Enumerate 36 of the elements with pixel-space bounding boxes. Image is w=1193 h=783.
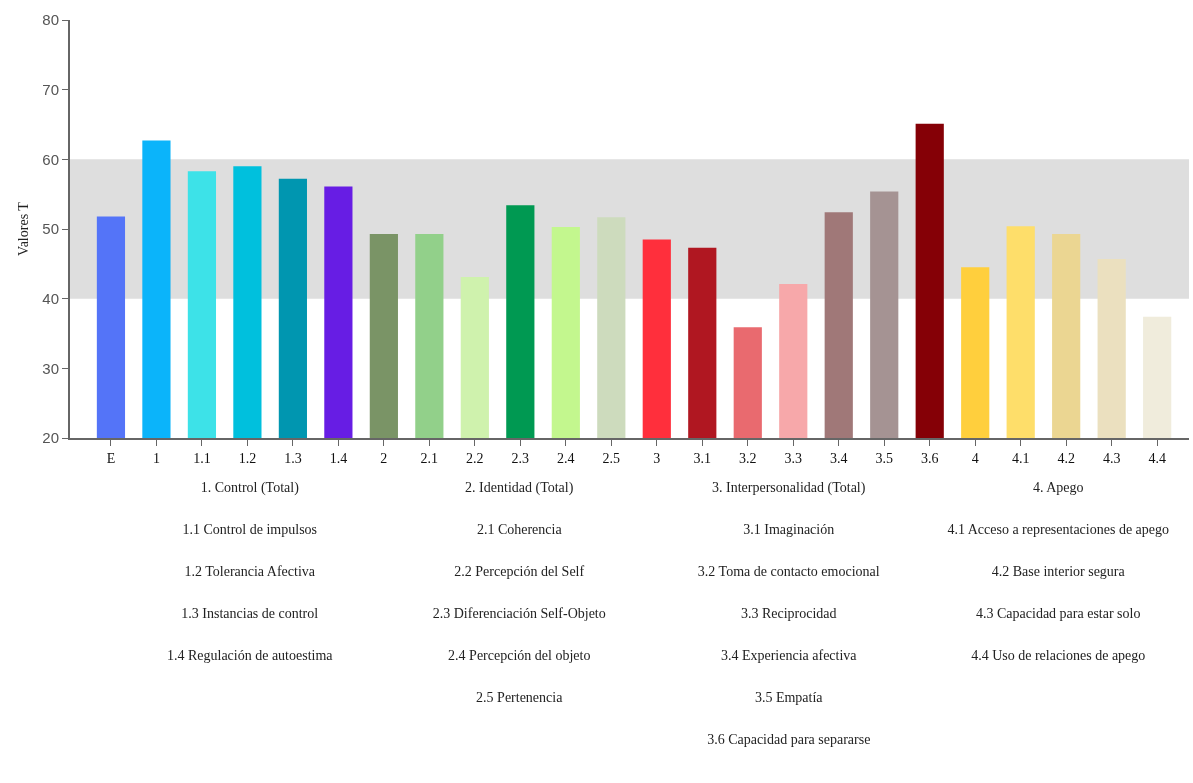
- y-tick-label: 30: [42, 359, 59, 377]
- x-tick-label: 4: [971, 450, 979, 466]
- x-tick-label: 1.1: [193, 450, 211, 466]
- y-tick-label: 40: [42, 289, 59, 307]
- x-tick-label: 4.2: [1057, 450, 1075, 466]
- y-tick-label: 70: [42, 80, 59, 98]
- y-axis-title: Valores T: [16, 201, 32, 256]
- x-tick-label: 2.4: [557, 450, 575, 466]
- y-tick-label: 80: [42, 11, 59, 29]
- y-tick-label: 20: [42, 429, 59, 447]
- x-tick-label: 4.3: [1102, 450, 1121, 466]
- x-tick-label: 3.1: [693, 450, 712, 466]
- x-tick-label: 4.1: [1011, 450, 1030, 466]
- x-tick-label: 4.4: [1148, 450, 1166, 466]
- text: 3. Interpersonalidad (Total) 3.1 Imaginación 3.2 Toma de contacto emocional 3.3 Reciprocidad 3.4 Experiencia afectiva 3.5 Empatía 3.6 Capacidad para separarse: [697, 480, 880, 747]
- text: 1. Control (Total) 1.1 Control de impulsos 1.2 Tolerancia Afectiva 1.3 Instancias de control 1.4 Regulación de autoestima: [166, 480, 333, 663]
- x-tick-label: 1.3: [284, 450, 302, 466]
- x-tick-label: 3.5: [875, 450, 893, 466]
- x-tick-label: 2.3: [511, 450, 530, 466]
- y-tick-label: 50: [42, 220, 59, 238]
- x-tick-label: 2.5: [602, 450, 621, 466]
- x-tick-label: 1.4: [329, 450, 348, 466]
- x-tick-label: 3.2: [739, 450, 757, 466]
- x-tick-label: 3.3: [784, 450, 803, 466]
- x-tick-label: E: [106, 450, 116, 466]
- x-tick-label: 2.1: [420, 450, 439, 466]
- text: 2. Identidad (Total) 2.1 Coherencia 2.2 Percepción del Self 2.3 Diferenciación Self-Objeto 2.4 Percepción del objeto 2.5 Pertenencia: [432, 480, 606, 705]
- x-tick-label: 2: [380, 450, 388, 466]
- x-tick-label: 2.2: [466, 450, 484, 466]
- x-tick-label: 3: [653, 450, 661, 466]
- text: 4. Apego 4.1 Acceso a representaciones de apego 4.2 Base interior segura 4.3 Capacidad para estar solo 4.4 Uso de relaciones de apego: [947, 480, 1170, 663]
- x-tick-label: 1: [152, 450, 160, 466]
- x-tick-label: 3.6: [920, 450, 939, 466]
- y-tick-label: 60: [42, 150, 59, 168]
- x-tick-label: 3.4: [829, 450, 848, 466]
- x-tick-label: 1.2: [238, 450, 257, 466]
